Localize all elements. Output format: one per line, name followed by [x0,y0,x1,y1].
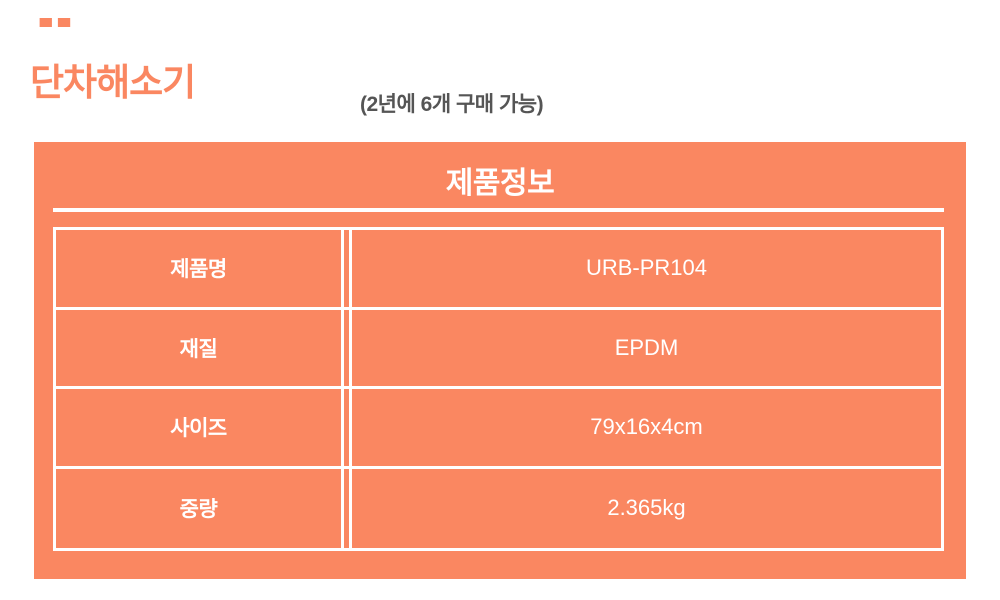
table-row: 제품명 URB-PR104 [56,230,941,310]
table-row: 사이즈 79x16x4cm [56,389,941,469]
title-divider [53,208,944,212]
spec-value: 79x16x4cm [590,414,703,440]
spec-value: 2.365kg [607,495,686,521]
brand-logo: “ 단차해소기 [30,18,330,103]
page-header: “ 단차해소기 (2년에 6개 구매 가능) [0,0,1000,142]
column-divider [340,468,352,548]
brand-name: 단차해소기 [30,62,196,103]
table-row: 중량 2.365kg [56,468,941,548]
double-quote-glyph: “ [32,18,81,62]
purchase-note: (2년에 6개 구매 가능) [360,93,544,116]
spec-label: 사이즈 [170,417,227,441]
column-divider [340,389,352,466]
column-divider [340,230,352,307]
product-info-panel: 제품정보 제품명 URB-PR104 재질 EPDM 사이즈 79x16x4cm… [34,142,966,579]
table-row: 재질 EPDM [56,309,941,389]
spec-value: URB-PR104 [585,255,707,281]
spec-table: 제품명 URB-PR104 재질 EPDM 사이즈 79x16x4cm 중량 2… [53,227,944,551]
spec-value: EPDM [614,334,679,360]
page-title: 제품정보 [445,167,555,200]
spec-label: 중량 [179,498,218,522]
double-quote-icon: “ [30,18,330,62]
spec-label: 제품명 [170,258,227,282]
spec-label: 재질 [179,337,218,361]
column-divider [340,309,352,386]
